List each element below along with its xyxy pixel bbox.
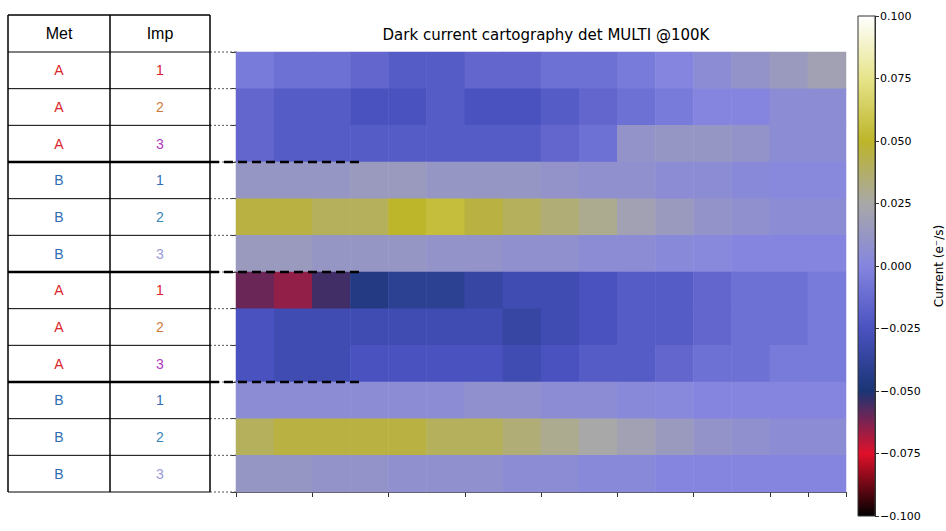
- svg-text:B: B: [54, 172, 63, 188]
- svg-text:0.000: 0.000: [880, 260, 912, 273]
- svg-text:2: 2: [156, 209, 164, 225]
- svg-text:A: A: [54, 282, 64, 298]
- svg-text:0.100: 0.100: [880, 10, 912, 23]
- svg-text:1: 1: [156, 172, 164, 188]
- svg-text:3: 3: [156, 246, 164, 262]
- svg-text:−0.050: −0.050: [880, 385, 921, 398]
- svg-text:1: 1: [156, 282, 164, 298]
- svg-text:3: 3: [156, 136, 164, 152]
- svg-text:0.025: 0.025: [880, 197, 912, 210]
- svg-text:A: A: [54, 356, 64, 372]
- svg-text:2: 2: [156, 319, 164, 335]
- svg-text:0.050: 0.050: [880, 135, 912, 148]
- svg-text:B: B: [54, 466, 63, 482]
- svg-text:−0.100: −0.100: [880, 510, 921, 523]
- svg-text:0.075: 0.075: [880, 72, 912, 85]
- svg-text:1: 1: [156, 392, 164, 408]
- svg-text:3: 3: [156, 356, 164, 372]
- svg-text:Dark current cartography det M: Dark current cartography det MULTI @100K: [383, 26, 711, 44]
- svg-text:Met: Met: [46, 25, 73, 42]
- svg-text:1: 1: [156, 62, 164, 78]
- svg-text:B: B: [54, 392, 63, 408]
- svg-text:−0.025: −0.025: [880, 322, 921, 335]
- svg-text:3: 3: [156, 466, 164, 482]
- svg-text:A: A: [54, 319, 64, 335]
- svg-text:Current (e⁻/s): Current (e⁻/s): [932, 225, 946, 307]
- svg-text:A: A: [54, 62, 64, 78]
- svg-text:−0.075: −0.075: [880, 447, 921, 460]
- svg-text:2: 2: [156, 429, 164, 445]
- svg-text:A: A: [54, 136, 64, 152]
- svg-text:2: 2: [156, 99, 164, 115]
- svg-text:B: B: [54, 246, 63, 262]
- svg-text:B: B: [54, 209, 63, 225]
- svg-text:Imp: Imp: [147, 25, 174, 42]
- svg-text:B: B: [54, 429, 63, 445]
- svg-text:A: A: [54, 99, 64, 115]
